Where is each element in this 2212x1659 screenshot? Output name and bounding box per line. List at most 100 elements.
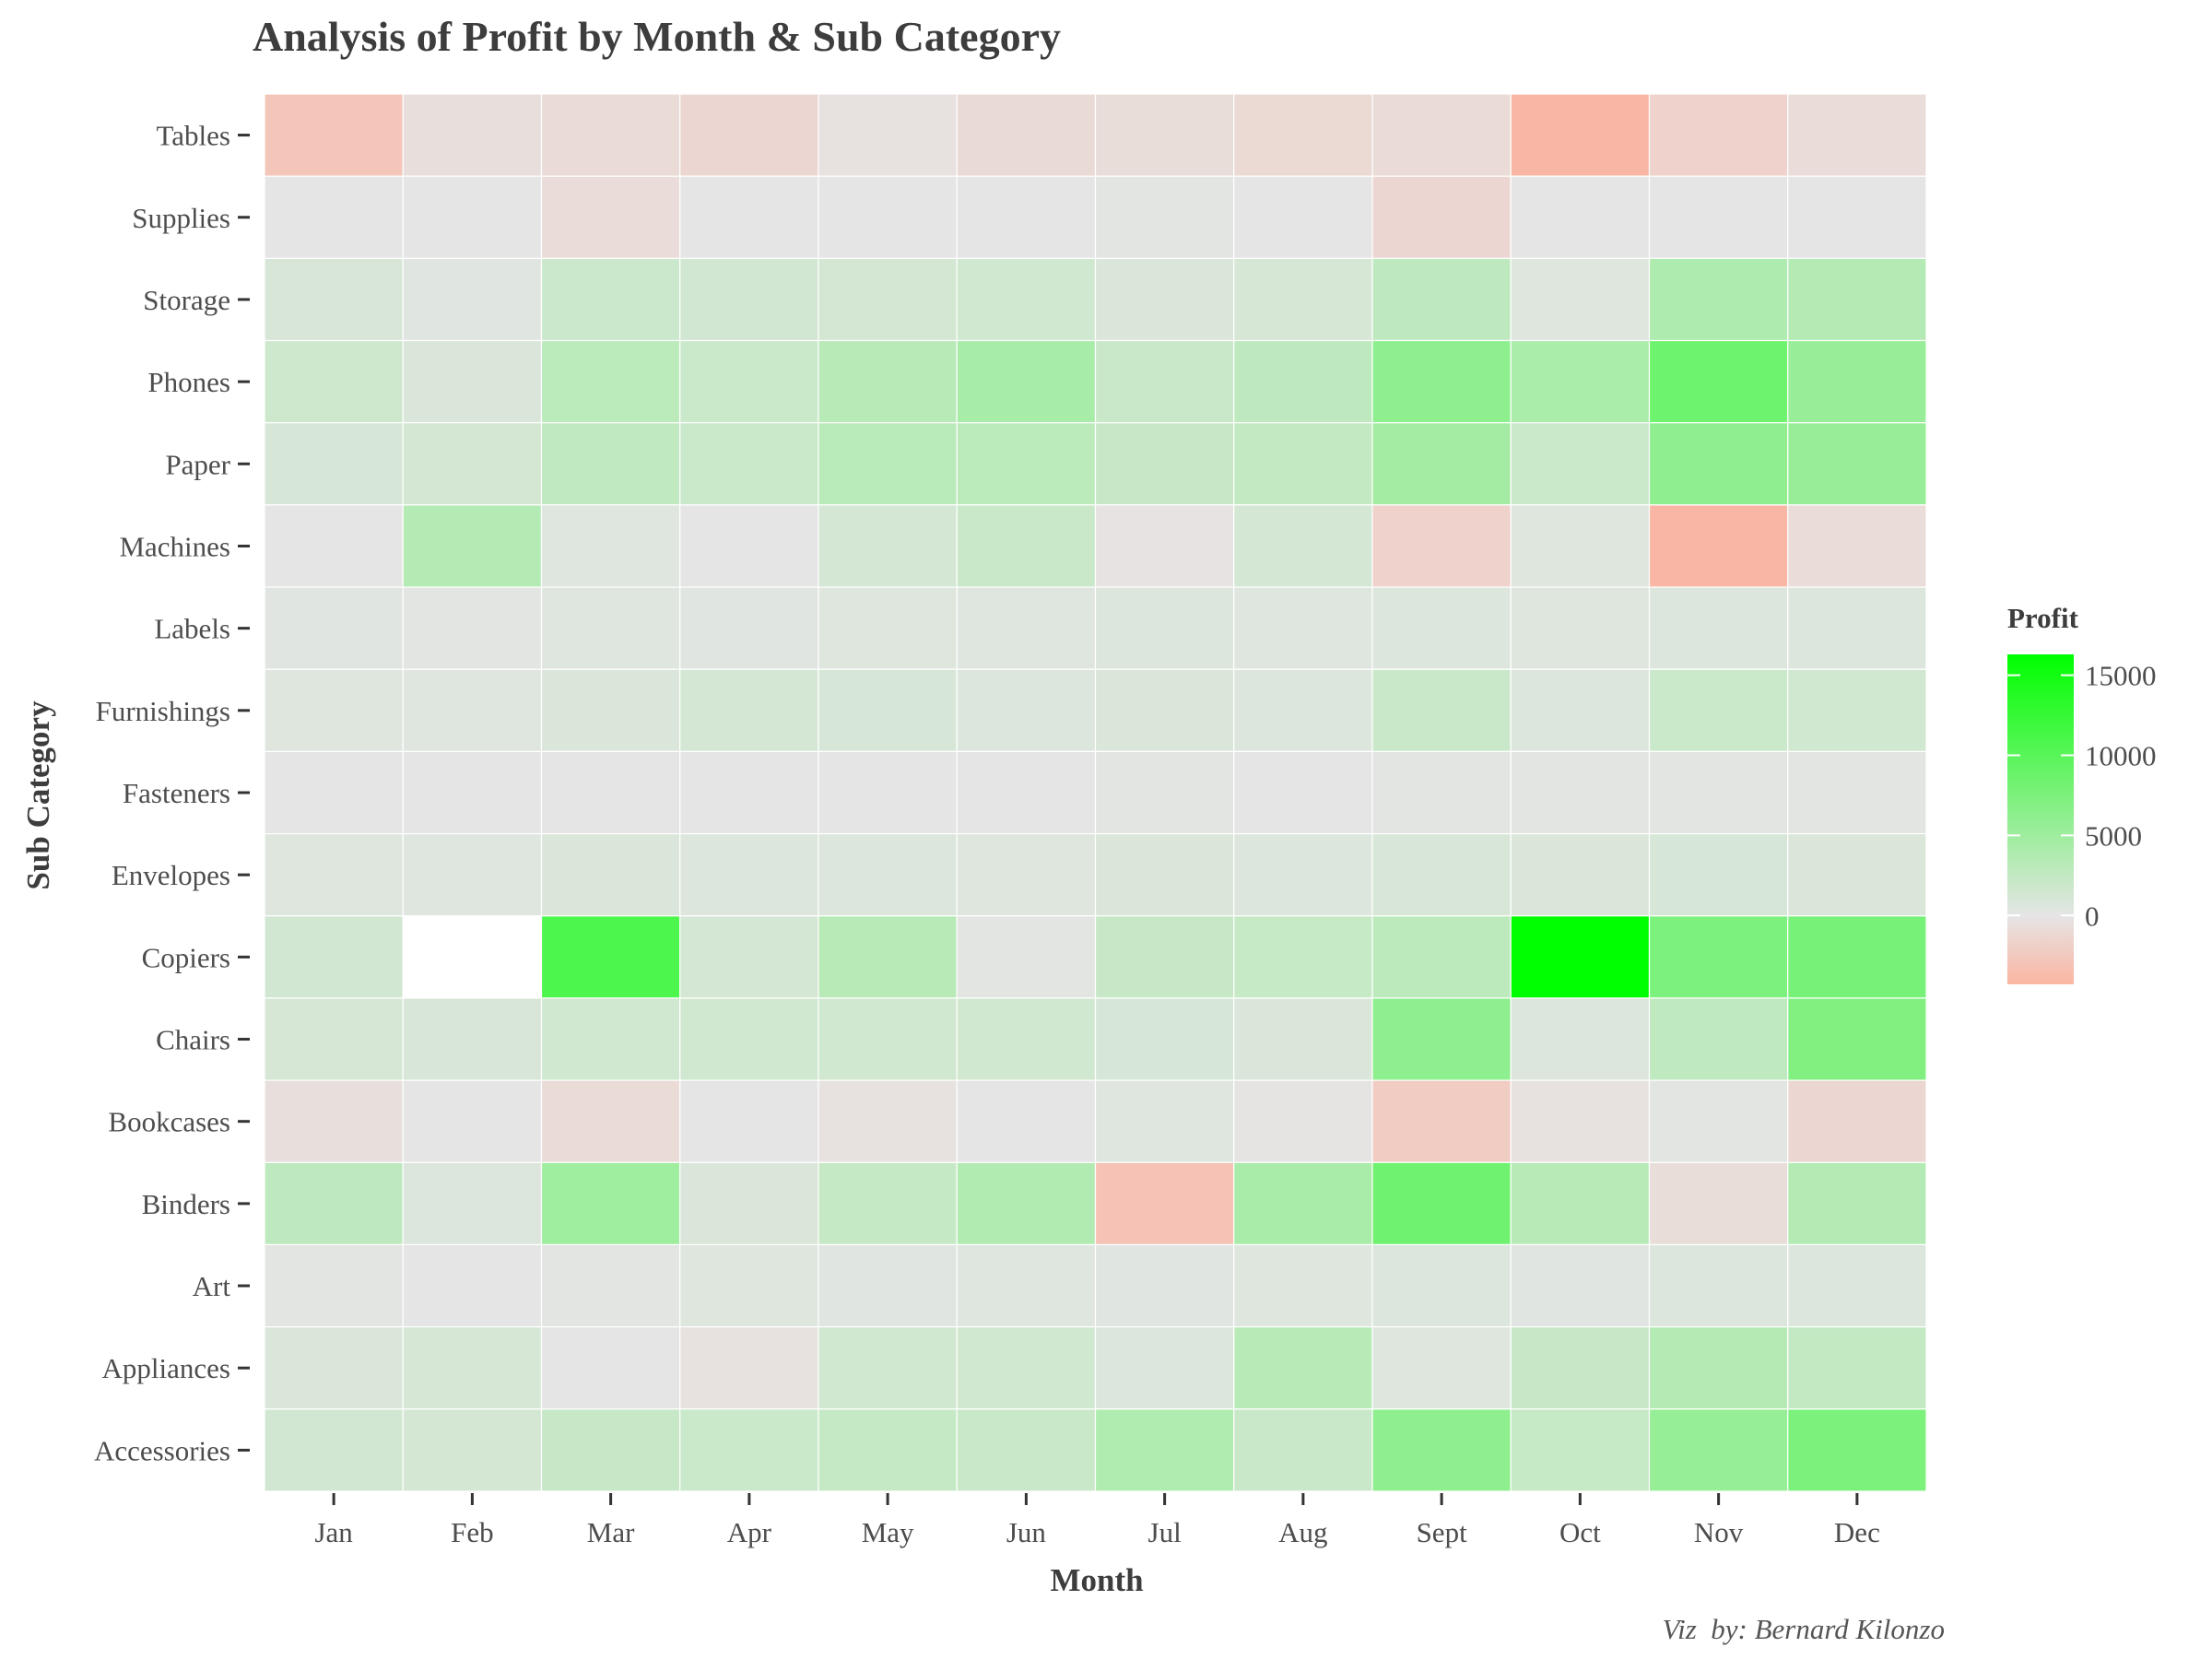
heatmap-cell bbox=[956, 586, 1097, 670]
y-tick-label: Storage bbox=[143, 284, 230, 316]
heatmap-cell bbox=[1648, 175, 1789, 259]
heatmap-cell bbox=[679, 1243, 819, 1328]
heatmap-cell bbox=[1648, 750, 1789, 835]
heatmap-cell bbox=[540, 668, 681, 753]
heatmap-cell bbox=[1233, 997, 1373, 1081]
heatmap-cell bbox=[1233, 257, 1373, 342]
heatmap-cell bbox=[402, 832, 543, 917]
heatmap-cell bbox=[1787, 93, 1927, 177]
heatmap-cell bbox=[540, 1243, 681, 1328]
heatmap-cell bbox=[1510, 1326, 1651, 1410]
heatmap-cell bbox=[956, 1243, 1097, 1328]
heatmap-cell bbox=[1787, 832, 1927, 917]
heatmap-cell bbox=[540, 1161, 681, 1246]
heatmap-cell bbox=[402, 586, 543, 670]
heatmap-cell bbox=[1371, 93, 1512, 177]
heatmap-cell bbox=[402, 668, 543, 753]
y-tick-label: Machines bbox=[119, 530, 230, 562]
y-tick-label: Appliances bbox=[102, 1352, 230, 1384]
heatmap-cell bbox=[1648, 997, 1789, 1081]
heatmap-cell bbox=[818, 1408, 958, 1492]
heatmap-cell bbox=[1510, 175, 1651, 259]
heatmap-cell bbox=[1094, 93, 1235, 177]
heatmap-cell bbox=[1233, 1161, 1373, 1246]
heatmap-cell bbox=[1510, 1161, 1651, 1246]
heatmap-cell bbox=[956, 668, 1097, 753]
heatmap-cell bbox=[1371, 832, 1512, 917]
heatmap-cell bbox=[1510, 832, 1651, 917]
heatmap-cell bbox=[1787, 257, 1927, 342]
y-tick-label: Paper bbox=[165, 448, 230, 480]
x-tick-label: Sept bbox=[1417, 1516, 1468, 1548]
x-axis-title: Month bbox=[1050, 1562, 1143, 1598]
heatmap-cell bbox=[1094, 1243, 1235, 1328]
heatmap-cell bbox=[540, 93, 681, 177]
heatmap-cell bbox=[1094, 339, 1235, 424]
heatmap-cell bbox=[264, 586, 404, 670]
heatmap-cell bbox=[1233, 1243, 1373, 1328]
heatmap-cell bbox=[264, 832, 404, 917]
heatmap-cell bbox=[264, 915, 404, 999]
heatmap-cell bbox=[956, 422, 1097, 506]
heatmap-cell bbox=[1787, 915, 1927, 999]
heatmap-cell bbox=[540, 1079, 681, 1163]
heatmap-cell bbox=[540, 257, 681, 342]
legend-title: Profit bbox=[2007, 602, 2079, 634]
x-tick-label: May bbox=[862, 1516, 914, 1548]
heatmap-cell bbox=[679, 1326, 819, 1410]
heatmap-cell bbox=[540, 586, 681, 670]
x-tick-label: Feb bbox=[451, 1516, 494, 1548]
heatmap-cell bbox=[1233, 1408, 1373, 1492]
y-tick-label: Tables bbox=[157, 120, 230, 152]
x-tick-label: Jun bbox=[1006, 1516, 1047, 1548]
heatmap-cell bbox=[1371, 586, 1512, 670]
heatmap-cell bbox=[1787, 504, 1927, 588]
heatmap-cell bbox=[1648, 93, 1789, 177]
heatmap-cell bbox=[818, 93, 958, 177]
y-tick-label: Supplies bbox=[132, 202, 230, 234]
y-tick-label: Furnishings bbox=[96, 695, 230, 727]
heatmap-cell bbox=[956, 1161, 1097, 1246]
heatmap-cell bbox=[1648, 1079, 1789, 1163]
heatmap-cell bbox=[402, 504, 543, 588]
heatmap-cell bbox=[402, 93, 543, 177]
heatmap-cell bbox=[402, 915, 543, 999]
x-tick-label: Dec bbox=[1834, 1516, 1880, 1548]
heatmap-cell bbox=[1510, 915, 1651, 999]
heatmap-cell bbox=[540, 997, 681, 1081]
heatmap-cells bbox=[264, 93, 1927, 1492]
heatmap-cell bbox=[1648, 832, 1789, 917]
heatmap-cell bbox=[402, 339, 543, 424]
heatmap-cell bbox=[679, 586, 819, 670]
heatmap-cell bbox=[1510, 1243, 1651, 1328]
heatmap-cell bbox=[1094, 668, 1235, 753]
heatmap-cell bbox=[1648, 1326, 1789, 1410]
heatmap-cell bbox=[402, 422, 543, 506]
heatmap-cell bbox=[264, 668, 404, 753]
y-tick-label: Accessories bbox=[94, 1434, 230, 1466]
heatmap-cell bbox=[1648, 915, 1789, 999]
heatmap-cell bbox=[1094, 257, 1235, 342]
heatmap-cell bbox=[679, 175, 819, 259]
heatmap-cell bbox=[1233, 915, 1373, 999]
heatmap-cell bbox=[1787, 586, 1927, 670]
heatmap-cell bbox=[956, 750, 1097, 835]
heatmap-cell bbox=[1510, 1079, 1651, 1163]
x-tick-label: Nov bbox=[1694, 1516, 1744, 1548]
heatmap-cell bbox=[679, 422, 819, 506]
heatmap-cell bbox=[1233, 175, 1373, 259]
heatmap-cell bbox=[1233, 504, 1373, 588]
heatmap-cell bbox=[540, 1326, 681, 1410]
x-tick-label: Aug bbox=[1278, 1516, 1327, 1548]
legend-ticks: 0 5000 10000 15000 bbox=[2007, 660, 2157, 932]
heatmap-cell bbox=[1648, 586, 1789, 670]
heatmap-cell bbox=[1371, 1408, 1512, 1492]
heatmap-cell bbox=[1371, 1243, 1512, 1328]
heatmap-cell bbox=[1233, 586, 1373, 670]
heatmap-cell bbox=[1648, 668, 1789, 753]
heatmap-cell bbox=[679, 915, 819, 999]
heatmap-cell bbox=[818, 1079, 958, 1163]
heatmap-cell bbox=[1510, 586, 1651, 670]
y-tick-label: Fasteners bbox=[123, 777, 230, 809]
heatmap-cell bbox=[264, 93, 404, 177]
